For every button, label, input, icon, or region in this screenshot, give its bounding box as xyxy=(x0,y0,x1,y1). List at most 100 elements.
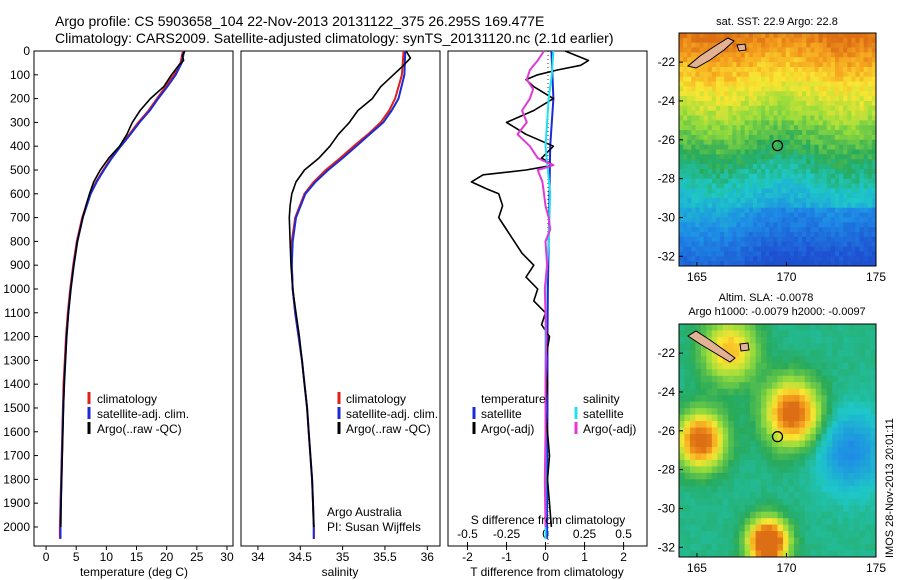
map-cell xyxy=(832,388,839,396)
map-cell xyxy=(715,110,721,116)
map-cell xyxy=(826,498,833,506)
map-cell xyxy=(863,76,869,82)
map-cell xyxy=(832,349,839,357)
map-cell xyxy=(728,427,735,435)
map-cell xyxy=(789,222,795,228)
map-cell xyxy=(871,168,877,175)
map-cell xyxy=(684,414,691,422)
map-cell xyxy=(707,100,713,107)
map-cell xyxy=(834,212,840,218)
map-cell xyxy=(766,362,773,370)
map-cell xyxy=(744,110,750,116)
map-cell xyxy=(720,217,725,223)
map-cell xyxy=(843,115,848,121)
map-cell xyxy=(691,261,696,267)
map-cell xyxy=(695,115,700,121)
map-cell xyxy=(826,47,832,53)
map-cell xyxy=(717,408,724,416)
map-cell xyxy=(744,256,750,262)
map-cell xyxy=(799,440,806,448)
map-cell xyxy=(781,62,787,68)
map-cell xyxy=(822,261,828,267)
map-cell xyxy=(679,382,685,390)
map-cell xyxy=(744,202,750,209)
map-cell xyxy=(830,134,836,141)
map-cell xyxy=(769,71,774,78)
map-cell xyxy=(679,96,684,102)
map-cell xyxy=(687,66,692,73)
map-cell xyxy=(748,227,754,233)
map-cell xyxy=(851,241,856,247)
map-cell xyxy=(806,37,811,44)
map-cell xyxy=(830,33,836,39)
map-cell xyxy=(739,511,746,519)
map-cell xyxy=(870,388,877,396)
map-cell xyxy=(865,459,871,467)
map-cell xyxy=(761,76,766,82)
map-cell xyxy=(744,414,751,422)
map-cell xyxy=(752,125,758,131)
sla-map-frame xyxy=(678,323,877,558)
map-cell xyxy=(788,382,795,390)
map-cell xyxy=(855,81,860,87)
map-cell xyxy=(837,408,844,416)
map-cell xyxy=(834,134,840,141)
map-cell xyxy=(724,251,729,257)
map-cell xyxy=(822,246,828,252)
map-cell xyxy=(756,91,762,97)
map-cell xyxy=(798,96,803,102)
map-cell xyxy=(740,241,746,247)
temperature-x-axis: 0 5 10 15 20 25 30 xyxy=(43,546,234,564)
map-cell xyxy=(781,120,787,126)
map-cell xyxy=(867,251,873,257)
map-cell xyxy=(724,115,729,121)
map-cell xyxy=(851,202,856,209)
map-cell xyxy=(871,246,877,252)
map-cell xyxy=(679,178,684,184)
map-cell xyxy=(732,168,737,175)
map-cell xyxy=(755,362,762,370)
map-cell xyxy=(777,251,782,257)
map-cell xyxy=(806,251,811,257)
map-cell xyxy=(826,524,833,532)
map-cell xyxy=(815,343,822,351)
map-cell xyxy=(839,110,844,116)
map-cell xyxy=(832,362,839,370)
map-cell xyxy=(728,492,735,500)
map-cell xyxy=(804,349,811,357)
map-cell xyxy=(748,164,754,170)
map-cell xyxy=(740,183,746,189)
map-cell xyxy=(715,256,721,262)
map-cell xyxy=(720,202,725,209)
map-cell xyxy=(765,246,770,252)
map-cell xyxy=(848,505,855,513)
map-cell xyxy=(728,453,735,461)
map-cell xyxy=(748,66,754,73)
map-cell xyxy=(766,492,773,500)
map-cell xyxy=(798,134,803,141)
map-cell xyxy=(750,453,757,461)
map-cell xyxy=(871,47,877,53)
map-cell xyxy=(711,159,717,165)
map-cell xyxy=(683,241,688,247)
map-cell xyxy=(810,120,815,126)
map-cell xyxy=(847,246,852,252)
map-cell xyxy=(732,198,737,204)
map-cell xyxy=(695,241,700,247)
map-cell xyxy=(793,144,799,150)
map-cell xyxy=(871,198,877,204)
map-cell xyxy=(815,459,822,467)
map-cell xyxy=(706,459,713,467)
map-cell xyxy=(740,115,746,121)
map-cell xyxy=(815,388,822,396)
map-cell xyxy=(834,154,840,160)
map-cell xyxy=(814,256,819,262)
map-cell xyxy=(826,256,832,262)
map-cell xyxy=(732,76,737,82)
map-cell xyxy=(859,251,865,257)
map-cell xyxy=(683,227,688,233)
map-cell xyxy=(799,485,806,493)
map-cell xyxy=(855,256,860,262)
map-cell xyxy=(859,330,866,338)
map-cell xyxy=(777,537,784,545)
